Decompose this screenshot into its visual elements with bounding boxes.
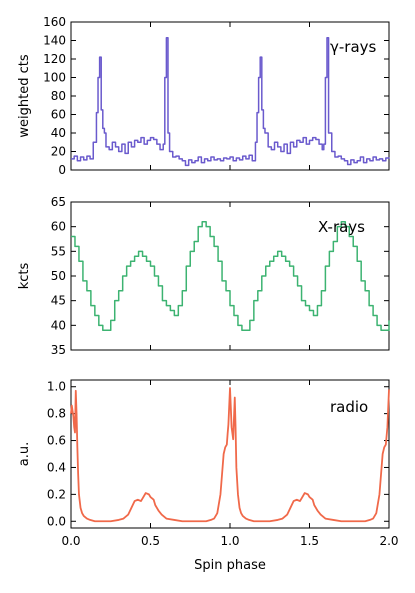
x-tick-label: 0.0 <box>61 534 80 548</box>
radio-profile <box>70 387 390 523</box>
radio-y-tick-label: 0.2 <box>47 487 66 501</box>
gamma-ray-y-tick-label: 20 <box>51 145 66 159</box>
x-ray-panel-label: X-rays <box>318 218 365 236</box>
gamma-ray-x-ticks <box>70 22 390 170</box>
gamma-ray-light-curve <box>71 36 390 167</box>
gamma-ray-y-axis-title: weighted cts <box>17 54 32 137</box>
gamma-ray-y-tick-label: 160 <box>43 15 66 29</box>
x-ray-y-tick-label: 45 <box>51 294 66 308</box>
gamma-ray-y-ticks: 0 20 40 60 80 100 120 140 160 <box>43 15 389 177</box>
gamma-ray-panel-label: γ-rays <box>330 38 377 56</box>
radio-y-tick-label: 0.0 <box>47 514 66 528</box>
x-ray-y-axis-title: kcts <box>17 263 32 290</box>
gamma-ray-panel: 0 20 40 60 80 100 120 140 160 γ-rays weighted ct… <box>17 15 390 177</box>
gamma-ray-y-tick-label: 0 <box>58 163 66 177</box>
x-ray-panel: 35 40 45 50 55 60 65 X-rays kcts <box>17 195 390 357</box>
radio-y-axis-title: a.u. <box>17 442 32 466</box>
x-ray-y-tick-label: 60 <box>51 220 66 234</box>
gamma-ray-y-tick-label: 60 <box>51 108 66 122</box>
gamma-ray-y-tick-label: 40 <box>51 126 66 140</box>
x-ray-light-curve <box>71 220 390 332</box>
radio-y-tick-label: 0.8 <box>47 407 66 421</box>
x-ray-y-tick-label: 40 <box>51 318 66 332</box>
radio-x-ticks: 0.0 0.5 1.0 1.5 2.0 <box>61 380 399 548</box>
x-tick-label: 2.0 <box>379 534 398 548</box>
gamma-ray-y-tick-label: 120 <box>43 52 66 66</box>
radio-y-tick-label: 0.4 <box>47 460 66 474</box>
x-ray-y-ticks: 35 40 45 50 55 60 65 <box>51 195 389 357</box>
radio-panel-label: radio <box>330 398 368 416</box>
gamma-ray-y-tick-label: 100 <box>43 71 66 85</box>
x-ray-y-tick-label: 55 <box>51 244 66 258</box>
radio-panel: 0.0 0.2 0.4 0.6 0.8 1.0 0.0 0.5 1.0 1.5 2.0 radio… <box>17 379 399 548</box>
x-axis-title: Spin phase <box>194 558 266 573</box>
x-ray-x-ticks <box>70 202 390 350</box>
radio-y-ticks: 0.0 0.2 0.4 0.6 0.8 1.0 <box>47 380 389 528</box>
x-tick-label: 1.5 <box>300 534 319 548</box>
radio-y-tick-label: 1.0 <box>47 380 66 394</box>
x-ray-y-tick-label: 65 <box>51 195 66 209</box>
x-ray-y-tick-label: 50 <box>51 269 66 283</box>
gamma-ray-y-tick-label: 80 <box>51 89 66 103</box>
radio-y-tick-label: 0.6 <box>47 434 66 448</box>
gamma-ray-y-tick-label: 140 <box>43 34 66 48</box>
x-tick-label: 0.5 <box>141 534 160 548</box>
x-tick-label: 1.0 <box>220 534 239 548</box>
x-ray-y-tick-label: 35 <box>51 343 66 357</box>
